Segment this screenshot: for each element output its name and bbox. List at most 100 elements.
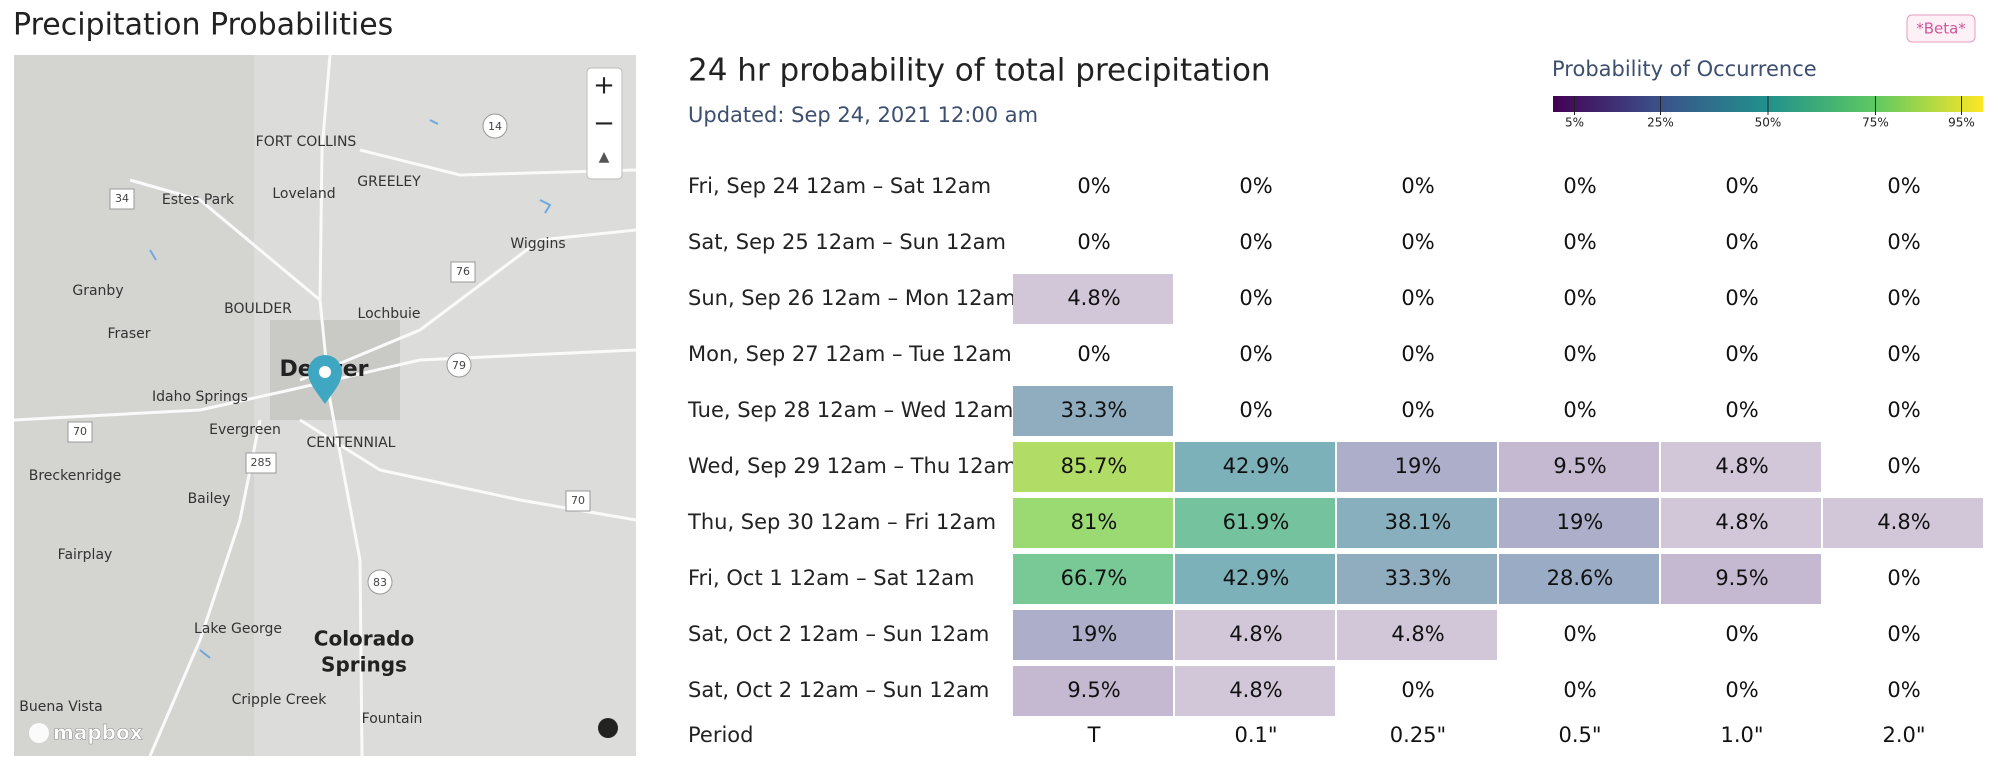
map-label: Lake George <box>194 621 282 637</box>
cell-bg <box>1337 442 1497 492</box>
cell: 0% <box>1239 174 1272 198</box>
period: Tue, Sep 28 12am – Wed 12am <box>687 398 1013 422</box>
period: Sat, Sep 25 12am – Sun 12am <box>688 230 1006 254</box>
legend-tick-label: 50% <box>1755 116 1782 130</box>
map-label: Idaho Springs <box>152 389 248 405</box>
map-label: Lochbuie <box>358 306 421 322</box>
cell: 0% <box>1887 678 1920 702</box>
shield-label: 34 <box>115 192 129 205</box>
map-label: Wiggins <box>510 236 565 252</box>
cell: 0% <box>1077 230 1110 254</box>
legend-ticks: 5% 25% 50% 75% 95% <box>1565 96 1975 130</box>
cell-bg <box>1013 442 1173 492</box>
cell: 81% <box>1071 510 1118 534</box>
map-label: Fraser <box>107 326 150 342</box>
cell-bg <box>1013 386 1173 436</box>
page-title: Precipitation Probabilities <box>13 8 393 43</box>
cell: 9.5% <box>1553 454 1606 478</box>
cell: 0% <box>1077 342 1110 366</box>
shield-label: 14 <box>488 120 502 133</box>
cell-bg <box>1661 554 1821 604</box>
period: Wed, Sep 29 12am – Thu 12am <box>688 454 1017 478</box>
pin-dot <box>319 366 331 378</box>
map-label: Fountain <box>362 711 423 727</box>
cell: 9.5% <box>1715 566 1768 590</box>
cell: 33.3% <box>1385 566 1452 590</box>
zoom-out[interactable]: − <box>593 109 615 139</box>
cell-bg <box>1499 442 1659 492</box>
cell: 0% <box>1887 342 1920 366</box>
cell: 0% <box>1401 398 1434 422</box>
cell-bg <box>1013 498 1173 548</box>
cell: 0% <box>1563 230 1596 254</box>
map-label: CENTENNIAL <box>307 435 396 451</box>
cell: 0% <box>1887 174 1920 198</box>
table: Fri, Sep 24 12am – Sat 12am 0% 0% 0% 0% 0% 0% S… <box>687 174 1983 747</box>
period: Fri, Oct 1 12am – Sat 12am <box>688 566 974 590</box>
column-header: T <box>1087 723 1101 747</box>
column-header: 2.0" <box>1882 723 1925 747</box>
cell: 0% <box>1401 678 1434 702</box>
water <box>149 119 552 659</box>
cell: 0% <box>1401 342 1434 366</box>
cell-bg <box>1661 442 1821 492</box>
cell-bg <box>1175 666 1335 716</box>
legend-tick-label: 75% <box>1862 116 1889 130</box>
cell-bg <box>1175 498 1335 548</box>
info-button[interactable] <box>598 718 618 738</box>
cell: 0% <box>1887 454 1920 478</box>
cell: 0% <box>1725 622 1758 646</box>
cell: 33.3% <box>1061 398 1128 422</box>
cell: 0% <box>1239 286 1272 310</box>
cell-bg <box>1013 610 1173 660</box>
attribution[interactable]: mapbox <box>53 720 143 745</box>
cell-bg <box>1337 610 1497 660</box>
map-label: Springs <box>321 653 407 677</box>
period: Thu, Sep 30 12am – Fri 12am <box>687 510 996 534</box>
cell: 0% <box>1887 398 1920 422</box>
column-header: 0.25" <box>1390 723 1446 747</box>
cell: 28.6% <box>1547 566 1614 590</box>
shield-label: 83 <box>373 576 387 589</box>
period: Mon, Sep 27 12am – Tue 12am <box>688 342 1012 366</box>
cell-bg <box>1661 498 1821 548</box>
compass[interactable]: ▲ <box>599 149 610 165</box>
map-label: Buena Vista <box>19 699 103 715</box>
cell: 0% <box>1725 398 1758 422</box>
cell-bg <box>1337 498 1497 548</box>
cell: 0% <box>1725 342 1758 366</box>
shield-label: 285 <box>251 456 272 469</box>
cell: 0% <box>1563 398 1596 422</box>
mapbox-logo <box>29 723 49 743</box>
map-label: GREELEY <box>357 174 421 190</box>
cell: 42.9% <box>1223 454 1290 478</box>
cell: 0% <box>1725 230 1758 254</box>
cell: 0% <box>1563 678 1596 702</box>
cell: 4.8% <box>1229 622 1282 646</box>
cell: 0% <box>1725 286 1758 310</box>
map-label: Bailey <box>188 491 231 507</box>
cell: 42.9% <box>1223 566 1290 590</box>
cell: 0% <box>1239 342 1272 366</box>
cell: 0% <box>1077 174 1110 198</box>
map-label: FORT COLLINS <box>256 134 357 150</box>
beta-text: *Beta* <box>1916 20 1966 38</box>
cell: 0% <box>1239 398 1272 422</box>
cell-bg <box>1013 554 1173 604</box>
shield-label: 70 <box>73 425 87 438</box>
column-header: Period <box>688 723 753 747</box>
cell: 0% <box>1887 622 1920 646</box>
column-header: 0.1" <box>1234 723 1277 747</box>
cell: 4.8% <box>1715 510 1768 534</box>
cell-bg <box>1499 554 1659 604</box>
cell-bg <box>1823 498 1983 548</box>
zoom-in[interactable]: + <box>593 71 615 101</box>
map-label: Cripple Creek <box>232 692 328 708</box>
shield-label: 76 <box>456 265 470 278</box>
cell: 0% <box>1725 174 1758 198</box>
cell: 0% <box>1239 230 1272 254</box>
cell: 19% <box>1395 454 1442 478</box>
map-label: Breckenridge <box>29 468 122 484</box>
period: Fri, Sep 24 12am – Sat 12am <box>688 174 991 198</box>
shields: 14 34 76 79 70 285 70 83 <box>67 113 591 595</box>
